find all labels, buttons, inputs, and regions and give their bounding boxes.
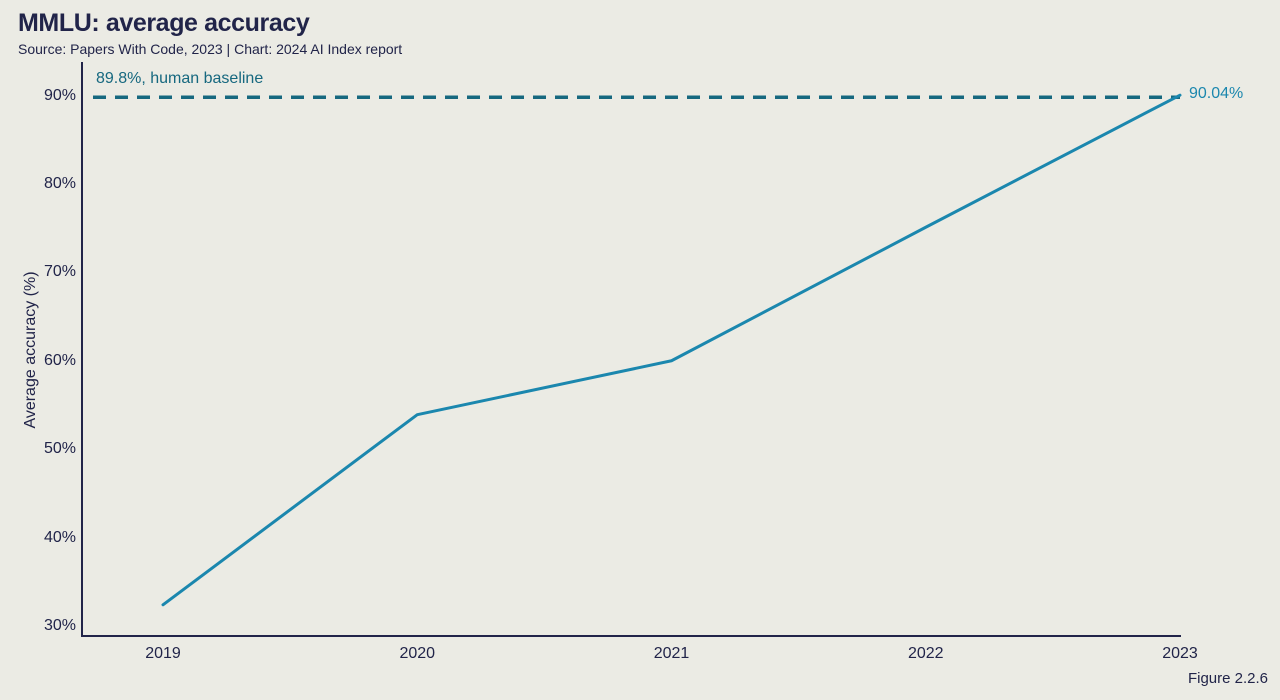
x-tick-label: 2023 xyxy=(1162,645,1198,662)
y-axis-title: Average accuracy (%) xyxy=(22,271,39,429)
x-tick-label: 2022 xyxy=(907,645,944,662)
y-tick-label: 60% xyxy=(43,351,76,369)
x-tick-label: 2019 xyxy=(145,645,181,662)
figure-number-label: Figure 2.2.6 xyxy=(1187,670,1268,687)
y-tick-label: 40% xyxy=(43,528,76,546)
accuracy-line xyxy=(161,93,1182,607)
endpoint-value-label: 90.04% xyxy=(1189,85,1244,102)
y-tick-label: 80% xyxy=(43,174,76,192)
chart-subtitle: Source: Papers With Code, 2023 | Chart: … xyxy=(18,41,403,57)
chart-title: MMLU: average accuracy xyxy=(18,9,310,37)
y-tick-label: 50% xyxy=(43,440,76,458)
human-baseline-label: 89.8%, human baseline xyxy=(96,70,264,87)
y-tick-label: 70% xyxy=(43,263,76,281)
x-tick-label: 2021 xyxy=(653,645,690,662)
y-tick-label: 90% xyxy=(43,86,76,104)
y-tick-label: 30% xyxy=(43,617,76,634)
x-tick-label: 2020 xyxy=(399,645,436,662)
